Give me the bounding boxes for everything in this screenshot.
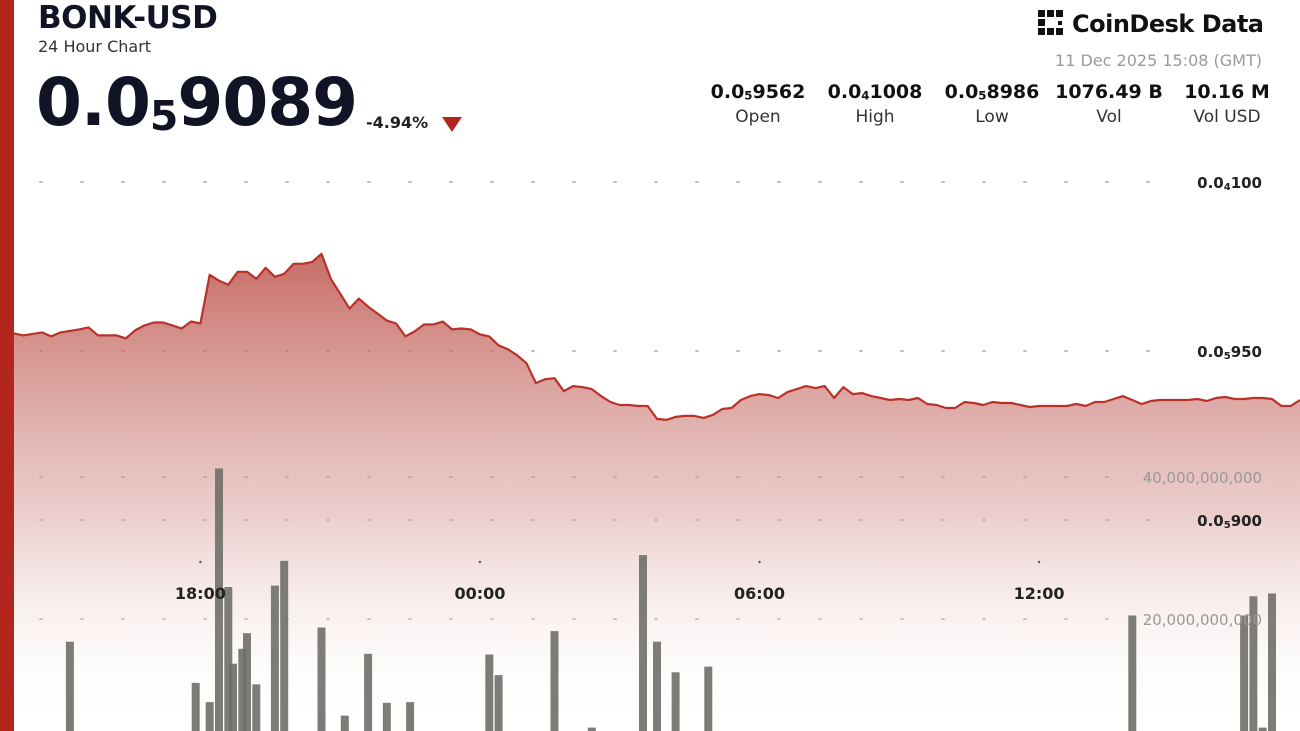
volume-bar	[550, 631, 559, 731]
stat-high: 0.041008 High	[805, 81, 945, 127]
volume-bar	[494, 675, 503, 731]
volume-bar	[1128, 615, 1137, 731]
chart-subtitle: 24 Hour Chart	[38, 37, 152, 56]
volume-bar	[364, 653, 373, 731]
x-tick-label: 12:00	[1014, 584, 1065, 603]
price-line	[13, 252, 1300, 421]
volume-bar	[65, 641, 74, 731]
x-tick-mark	[478, 560, 482, 564]
y-tick-label: 0.05900	[1197, 512, 1262, 531]
volume-bar	[653, 641, 661, 731]
volume-bar	[243, 633, 251, 731]
y-tick-label: 0.05950	[1197, 343, 1262, 362]
volume-bar	[485, 654, 494, 731]
volume-bar	[340, 715, 349, 731]
x-tick-label: 00:00	[454, 584, 505, 603]
stat-value: 10.16 M	[1184, 81, 1270, 103]
x-tick-mark	[199, 560, 202, 564]
stat-value: 0.059562	[710, 81, 806, 103]
volume-bar	[382, 702, 391, 731]
volume-bar	[1268, 593, 1276, 731]
volume-bar	[238, 648, 247, 731]
volume-bar	[224, 587, 233, 731]
volume-bar	[215, 468, 223, 731]
volume-tick-label: 40,000,000,000	[1143, 469, 1262, 487]
price-main: 0.0	[36, 64, 151, 141]
stat-value: 0.041008	[827, 81, 923, 103]
stat-label: Low	[975, 107, 1009, 127]
stat-low: 0.058986 Low	[922, 81, 1062, 127]
volume-bar	[406, 702, 415, 731]
volume-bar	[252, 684, 261, 731]
volume-bar	[191, 682, 200, 731]
volume-bars	[65, 468, 1276, 731]
stat-vol-usd: 10.16 M Vol USD	[1157, 81, 1297, 127]
volume-bar	[639, 555, 647, 731]
stat-value: 1076.49 B	[1055, 81, 1163, 103]
x-tick-mark	[1037, 560, 1041, 564]
price-change: -4.94%	[366, 113, 429, 132]
coindesk-logo-icon	[1038, 10, 1063, 35]
volume-bar	[1249, 596, 1258, 731]
stat-value: 0.058986	[944, 81, 1040, 103]
stat-label: Vol USD	[1193, 107, 1261, 127]
volume-bar	[229, 663, 237, 731]
current-price: 0.059089	[36, 64, 358, 141]
stat-label: Open	[735, 107, 781, 127]
volume-tick-label: 20,000,000,000	[1143, 611, 1262, 629]
volume-bar	[1240, 615, 1249, 731]
x-tick-label: 06:00	[734, 584, 785, 603]
volume-bar	[671, 672, 680, 731]
price-tail: 9089	[177, 64, 358, 141]
brand-name: CoinDesk Data	[1072, 10, 1264, 38]
accent-bar	[0, 0, 14, 731]
stat-open: 0.059562 Open	[688, 81, 828, 127]
volume-bar	[317, 627, 326, 731]
stat-label: Vol	[1096, 107, 1122, 127]
volume-bar	[704, 666, 713, 731]
volume-bar	[270, 585, 279, 731]
y-tick-label: 0.04100	[1197, 174, 1262, 193]
price-area	[14, 253, 1300, 731]
timestamp: 11 Dec 2025 15:08 (GMT)	[1055, 51, 1262, 70]
stat-vol: 1076.49 B Vol	[1039, 81, 1179, 127]
down-arrow-icon	[442, 117, 462, 132]
price-subscript: 5	[149, 91, 178, 140]
x-tick-label: 18:00	[175, 584, 226, 603]
brand-logo: CoinDesk Data	[1036, 8, 1264, 40]
stat-label: High	[855, 107, 895, 127]
pair-title: BONK-USD	[38, 0, 218, 36]
volume-bar	[1258, 727, 1267, 731]
volume-bar	[205, 702, 214, 731]
volume-bar	[280, 560, 289, 731]
x-tick-mark	[758, 560, 761, 564]
volume-bar	[587, 727, 596, 731]
